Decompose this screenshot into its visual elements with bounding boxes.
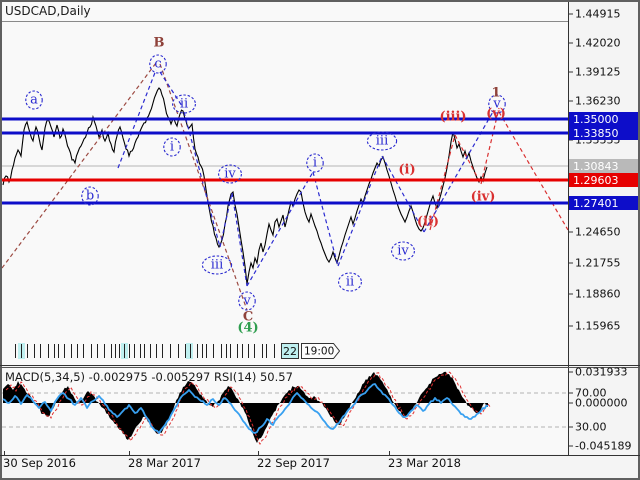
wave-label-(4): (4) [237, 321, 258, 336]
indicator-values-label: MACD(5,34,5) -0.002975 -0.005297 RSI(14)… [5, 370, 293, 384]
price-tick-label: 1.39125 [575, 66, 621, 79]
price-tick-label: 1.36230 [575, 95, 621, 108]
date-axis-label: 22 Sep 2017 [257, 456, 330, 470]
price-tick-label: 1.44915 [575, 8, 621, 21]
wave-label-b-1: b [86, 189, 94, 204]
wave-projection-red-2 [480, 107, 500, 185]
indicator-tick-label: -0.045189 [575, 440, 631, 453]
wave-circle-ii-9 [338, 272, 362, 292]
timeline-time: 19:00 [304, 346, 334, 358]
wave-circle-c-2 [149, 54, 167, 74]
price-level-badge-bg [569, 196, 638, 210]
wave-label-C: C [243, 310, 253, 325]
wave-label-i-8: i [313, 156, 317, 171]
wave-circle-iv-11 [391, 241, 415, 261]
wave-circle-v-7 [238, 291, 256, 311]
wave-channel-line-0 [1, 62, 157, 269]
wave-projection-red-1 [454, 134, 482, 185]
timeline-day-box [281, 343, 299, 359]
wave-label-(ii): (ii) [417, 215, 439, 230]
wave-circle-v-12 [488, 94, 506, 114]
wave-label-iii-10: iii [376, 134, 388, 149]
wave-label-(i): (i) [398, 163, 415, 178]
price-level-badge: 1.29603 [573, 174, 619, 187]
wave-projection-blue-4 [231, 192, 248, 287]
indicator-tick-label: 0.000000 [575, 397, 628, 410]
wave-label-1: 1 [491, 86, 500, 101]
wave-label-iv-5: iv [224, 167, 236, 182]
price-level-badge: 1.27401 [573, 197, 619, 210]
price-level-badge: 1.35000 [573, 113, 619, 126]
wave-label-iii-6: iii [211, 258, 223, 273]
price-tick-label: 1.42020 [575, 37, 621, 50]
wave-projection-blue-9 [423, 109, 495, 233]
price-line-series [2, 87, 488, 285]
timeline-day: 22 [283, 345, 297, 358]
date-axis-label: 30 Sep 2016 [3, 456, 76, 470]
wave-circle-b-1 [81, 186, 99, 206]
price-level-badge-bg [569, 159, 638, 173]
wave-label-ii-4: ii [180, 97, 188, 112]
wave-label-a-0: a [30, 93, 38, 108]
wave-circle-iv-5 [218, 164, 242, 184]
wave-label-c-2: c [154, 57, 161, 72]
indicator-tick-label: 0.031933 [575, 366, 628, 379]
wave-projection-blue-3 [219, 192, 233, 248]
wave-circle-iii-6 [201, 255, 233, 275]
wave-projection-blue-8 [381, 155, 425, 233]
price-tick-label: 1.15965 [575, 320, 621, 333]
rsi-line [2, 383, 489, 434]
wave-label-(iv): (iv) [471, 190, 496, 205]
date-axis-label: 23 Mar 2018 [388, 456, 461, 470]
wave-label-(v): (v) [486, 107, 506, 122]
price-tick-label: 1.18860 [575, 288, 621, 301]
indicator-plot-area[interactable] [2, 368, 568, 454]
wave-label-iv-11: iv [397, 244, 409, 259]
wave-circle-a-0 [25, 90, 43, 110]
wave-projection-blue-7 [337, 155, 383, 267]
date-axis-label: 28 Mar 2017 [128, 456, 201, 470]
price-level-badge-bg [569, 173, 638, 187]
wave-label-v-7: v [242, 294, 251, 309]
price-level-badge-bg [569, 126, 638, 140]
price-level-badge: 1.30843 [573, 160, 619, 173]
wave-projection-blue-6 [312, 171, 339, 267]
wave-label-v-12: v [492, 97, 501, 112]
wave-projection-blue-5 [246, 171, 314, 287]
wave-circle-i-8 [306, 153, 324, 173]
macd-signal-line [5, 371, 492, 445]
wave-label-B: B [154, 36, 165, 51]
wave-label-(iii): (iii) [439, 110, 466, 125]
timeline-time-box [301, 343, 341, 359]
wave-channel-line-1 [159, 63, 248, 311]
indicator-tick-label: 30.00 [575, 421, 607, 434]
wave-circle-i-3 [163, 137, 181, 157]
wave-circle-ii-4 [172, 94, 196, 114]
wave-circle-iii-10 [366, 131, 398, 151]
chart-symbol-period-label: USDCAD,Daily [5, 4, 91, 18]
price-level-badge-bg [569, 112, 638, 126]
price-level-badge: 1.33850 [573, 127, 619, 140]
main-plot-area[interactable] [2, 2, 568, 365]
indicator-tick-label: 70.00 [575, 387, 607, 400]
price-tick-label: 1.21755 [575, 257, 621, 270]
price-tick-label: 1.24650 [575, 226, 621, 239]
wave-projection-red-0 [429, 134, 456, 231]
wave-label-i-3: i [170, 140, 174, 155]
wave-label-ii-9: ii [346, 275, 354, 290]
